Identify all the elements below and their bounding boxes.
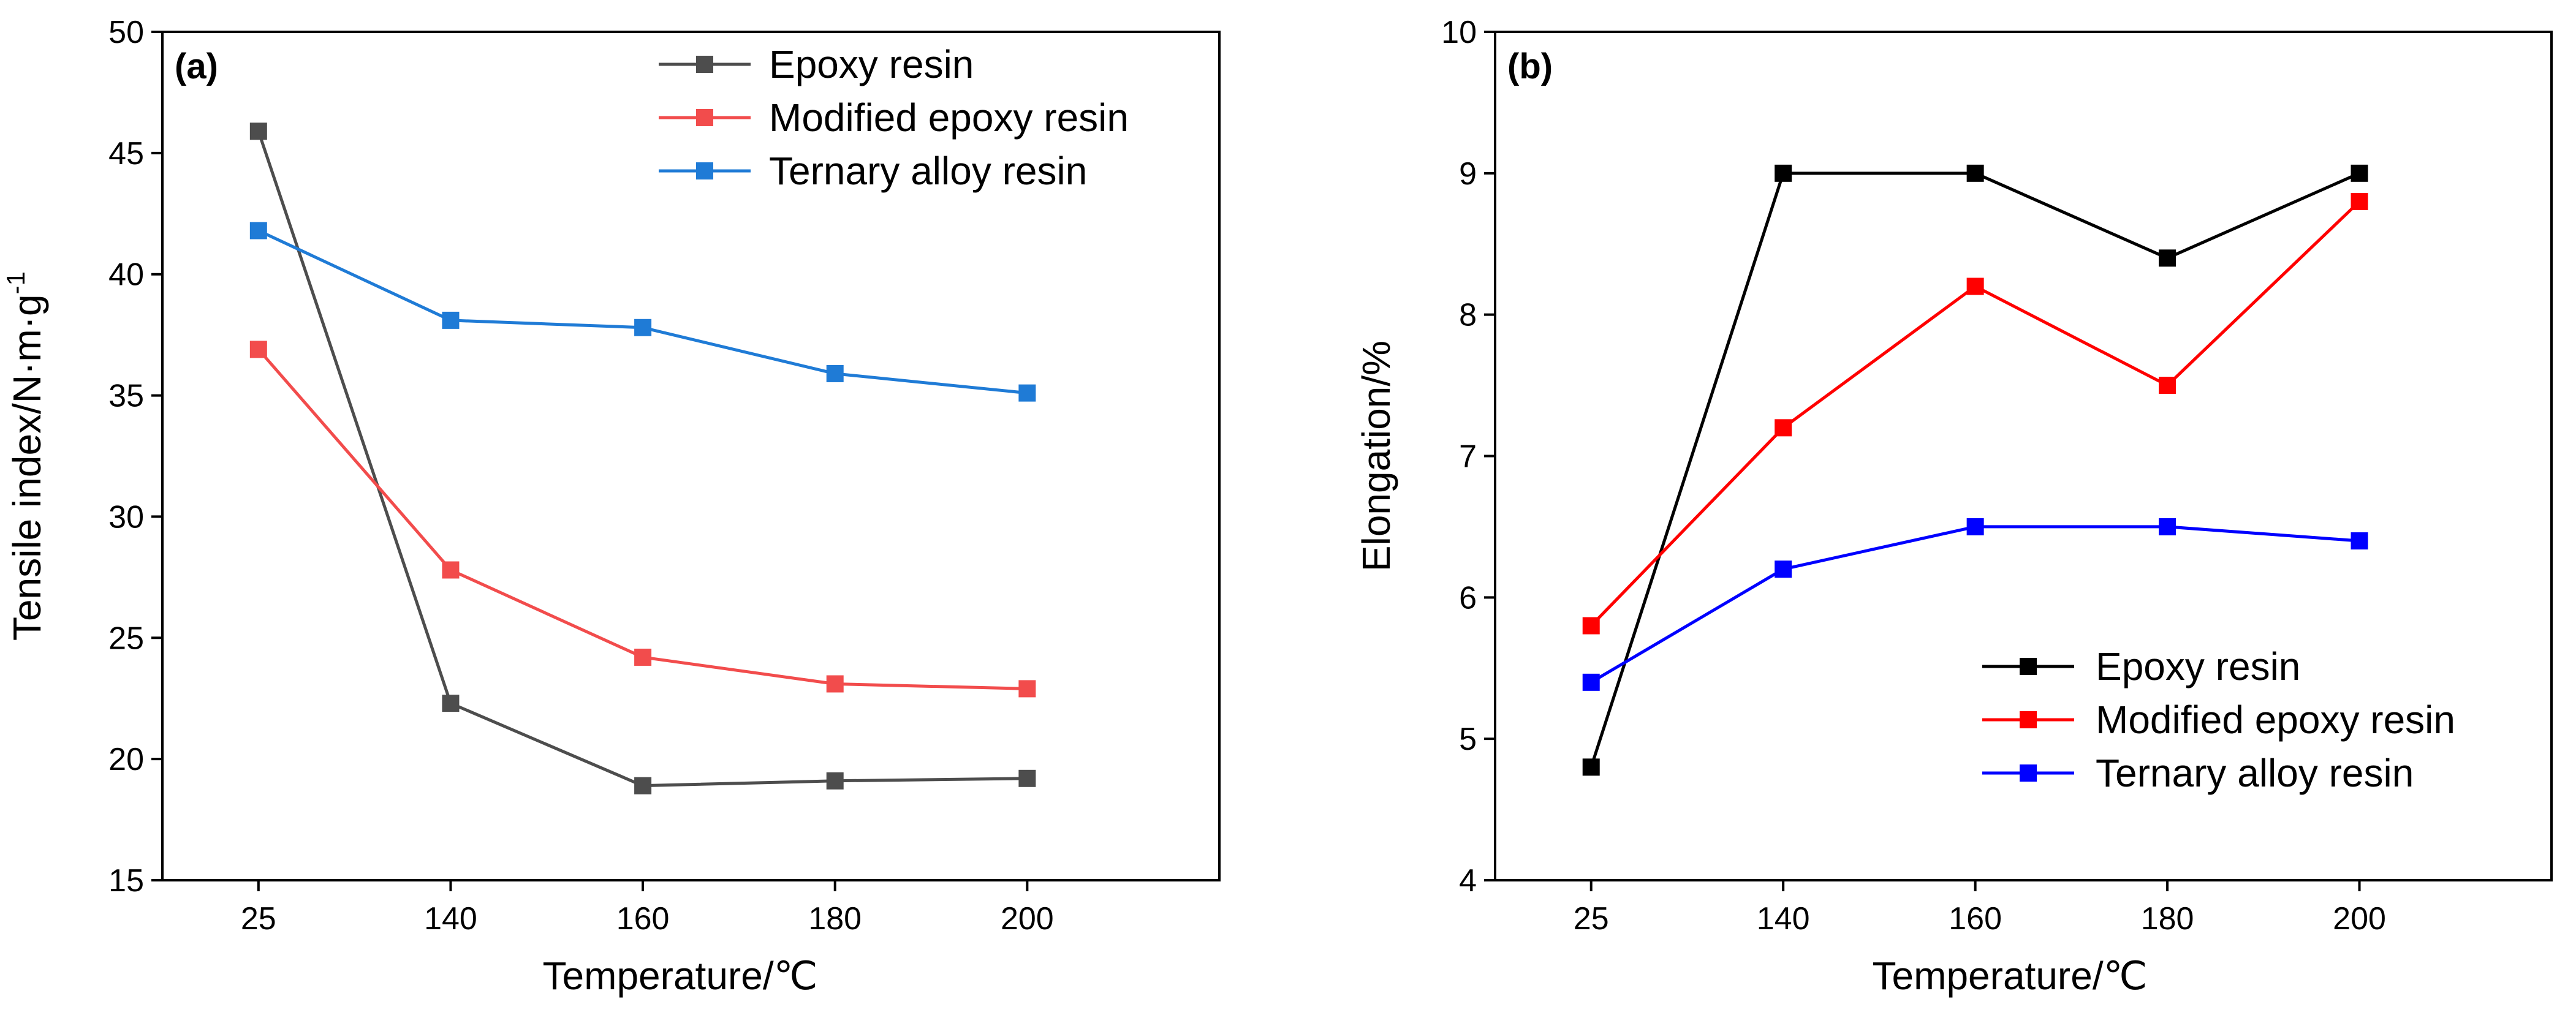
legend-label: Epoxy resin	[2096, 644, 2300, 689]
x-tick-label: 25	[1574, 901, 1609, 937]
data-point	[1775, 419, 1792, 437]
x-tick-label: 160	[1949, 901, 2002, 937]
x-tick-label: 160	[616, 901, 670, 937]
y-tick-label: 6	[1459, 580, 1477, 616]
data-point	[1775, 164, 1792, 182]
data-point	[2159, 377, 2176, 394]
data-point	[826, 364, 844, 382]
chart-panel-b: 4 5 6 7 8 9 10 25 140 160 180 200 Temperature/℃ Elong…	[1354, 15, 2553, 998]
data-point	[826, 675, 844, 693]
y-tick-label: 20	[108, 742, 144, 777]
y-tick-label: 25	[108, 621, 144, 656]
data-point	[442, 311, 460, 329]
legend-label: Modified epoxy resin	[769, 96, 1129, 140]
data-point	[1775, 560, 1792, 578]
legend-marker	[2020, 764, 2037, 782]
legend-marker	[696, 56, 713, 73]
y-axis-title: Elongation/%	[1354, 341, 1398, 572]
legend-marker	[696, 109, 713, 126]
data-point	[2159, 249, 2176, 267]
x-tick-label: 25	[241, 901, 276, 937]
data-point	[1966, 518, 1984, 535]
legend-label: Modified epoxy resin	[2096, 698, 2455, 742]
data-point	[442, 561, 460, 579]
chart-panel-a: 15 20 25 30 35 40 45 50 25 140 160 180 200 Temperatur…	[1, 15, 1221, 998]
data-point	[826, 772, 844, 790]
series-line	[257, 229, 1028, 395]
y-tick-label: 7	[1459, 439, 1477, 475]
x-tick-label: 140	[424, 901, 477, 937]
y-tick-label: 4	[1459, 863, 1477, 899]
plot-frame	[161, 31, 1221, 881]
x-axis-title: Temperature/℃	[1873, 954, 2148, 998]
data-point	[249, 222, 267, 240]
x-tick-label: 200	[2333, 901, 2386, 937]
data-point	[1018, 769, 1036, 787]
y-axis-title-superscript: -1	[1, 271, 30, 294]
y-tick-label: 15	[108, 863, 144, 899]
legend-label: Ternary alloy resin	[769, 149, 1087, 193]
data-point	[1582, 673, 1600, 691]
data-point	[1582, 617, 1600, 635]
data-point	[2351, 532, 2368, 549]
y-axis-title-text: Elongation/%	[1354, 341, 1398, 572]
y-axis-title: Tensile index/N·m·g-1	[1, 271, 49, 641]
x-tick-label: 180	[808, 901, 862, 937]
series-line	[257, 348, 1028, 690]
series-line	[257, 130, 1028, 788]
panel-label: (b)	[1507, 47, 1553, 86]
data-point	[1018, 680, 1036, 698]
legend-marker	[2020, 658, 2037, 675]
data-point	[249, 123, 267, 140]
x-tick-label: 200	[1001, 901, 1054, 937]
data-point	[2351, 164, 2368, 182]
y-axis-title-text: Tensile index/N·m·g	[5, 294, 49, 641]
y-tick-label: 50	[108, 15, 144, 50]
x-tick-label: 180	[2141, 901, 2194, 937]
legend-marker	[696, 162, 713, 179]
y-tick-label: 5	[1459, 722, 1477, 757]
data-point	[1582, 758, 1600, 776]
data-point	[2351, 193, 2368, 210]
y-tick-label: 30	[108, 499, 144, 535]
x-tick-label: 140	[1757, 901, 1810, 937]
panel-label: (a)	[175, 47, 218, 86]
y-tick-label: 9	[1459, 156, 1477, 192]
y-tick-label: 45	[108, 136, 144, 172]
data-point	[1018, 384, 1036, 402]
data-point	[634, 777, 652, 794]
legend-label: Ternary alloy resin	[2096, 751, 2414, 795]
y-tick-label: 10	[1441, 15, 1477, 50]
legend-marker	[2020, 711, 2037, 728]
y-tick-label: 8	[1459, 298, 1477, 333]
data-point	[249, 341, 267, 358]
data-point	[1966, 277, 1984, 295]
data-point	[2159, 518, 2176, 535]
y-tick-label: 40	[108, 257, 144, 293]
x-axis-title: Temperature/℃	[543, 954, 818, 998]
legend-label: Epoxy resin	[769, 42, 974, 86]
data-point	[634, 648, 652, 666]
y-tick-label: 35	[108, 379, 144, 414]
data-point	[442, 695, 460, 712]
data-point	[634, 319, 652, 336]
data-point	[1966, 164, 1984, 182]
